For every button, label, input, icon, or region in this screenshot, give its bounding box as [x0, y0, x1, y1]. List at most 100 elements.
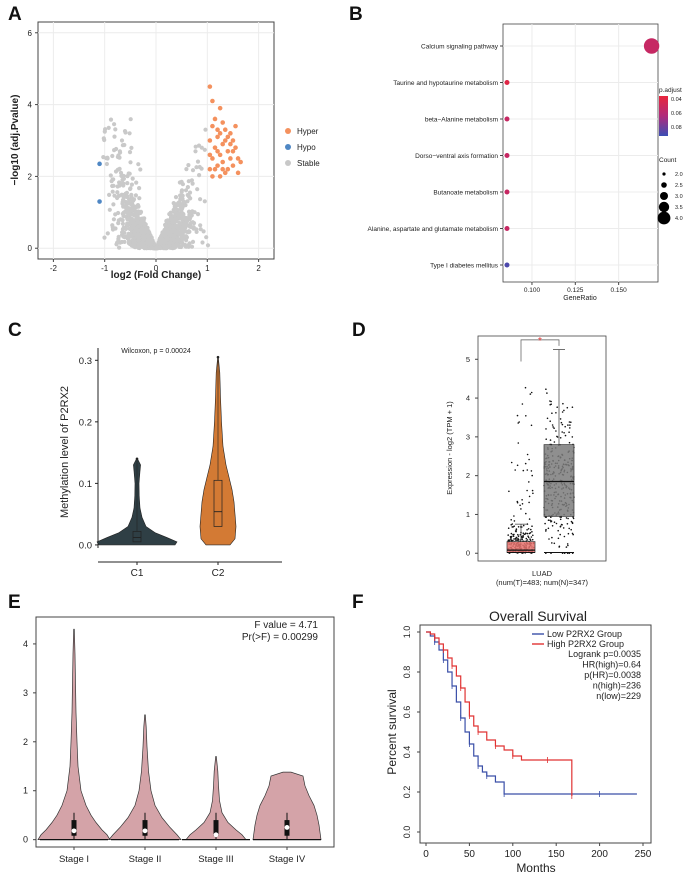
- panel-a-stable-point: [164, 218, 169, 223]
- panel-d-normal-point: [561, 423, 564, 426]
- panel-d-tumor-point: [530, 424, 533, 427]
- panel-a-stable-point: [116, 193, 121, 198]
- panel-d-ytick-label: 5: [466, 355, 470, 364]
- panel-a-stable-point: [165, 244, 170, 249]
- panel-d-normal-point: [566, 543, 569, 545]
- panel-a-hyper-point: [212, 145, 218, 150]
- panel-d-normal-point: [549, 519, 551, 522]
- panel-a-legend-swatch: [285, 128, 291, 134]
- panel-a-stable-point: [189, 244, 195, 249]
- panel-a-hyper-point: [222, 170, 228, 176]
- panel-d-tumor-point: [513, 520, 516, 522]
- panel-b-grid: [503, 24, 658, 282]
- panel-a-stable-point: [129, 192, 134, 197]
- panel-a-stable-point: [179, 189, 184, 194]
- panel-d-normal-point: [568, 441, 571, 444]
- panel-a-stable-point: [119, 138, 125, 143]
- panel-c-ytick-label: 0.3: [79, 356, 92, 367]
- panel-a-stable-point: [121, 197, 126, 202]
- panel-a-stable-point: [113, 226, 118, 231]
- panel-b-colorbar-title: p.adjust: [659, 87, 682, 94]
- panel-a-stable-point: [195, 159, 201, 164]
- panel-a-legend-label: Stable: [297, 159, 320, 168]
- panel-a-stable-point: [197, 173, 202, 178]
- panel-a-stable-point: [137, 186, 142, 191]
- panel-d-normal-point: [570, 528, 572, 531]
- panel-d-tumor-point: [531, 525, 533, 527]
- panel-d-tumor-point: [531, 531, 533, 533]
- panel-b-size-legend: 2.0 2.5 3.0 3.5 4.0: [657, 172, 683, 225]
- panel-a-stable-point: [129, 208, 135, 213]
- panel-f-km-plot: Overall Survival 0.0 0.2 0.4 0.6 0.8 1.0 0 50 1…: [385, 608, 652, 875]
- panel-a-hyper-point: [210, 156, 215, 161]
- panel-f-xlabel: Months: [516, 861, 555, 875]
- panel-b-category-label: Dorso−ventral axis formation: [415, 153, 498, 160]
- panel-a-stable-point: [184, 217, 189, 222]
- panel-d-tumor-point: [513, 533, 515, 536]
- panel-a-stable-point: [200, 240, 205, 245]
- panel-e-box: [71, 820, 77, 836]
- panel-b-colorbar-tick: 0.06: [671, 111, 682, 117]
- panel-d-ytick-label: 2: [466, 471, 470, 480]
- panel-a-stable-point: [186, 194, 191, 199]
- panel-a-stable-point: [154, 245, 159, 250]
- panel-f-ytick-label: 0.6: [402, 706, 412, 719]
- panel-b-colorbar: [659, 96, 668, 136]
- panel-d-tumor-point: [525, 537, 528, 540]
- panel-a-stable-point: [127, 131, 132, 136]
- panel-a-stable-point: [142, 216, 147, 221]
- panel-d-normal-point: [563, 535, 566, 538]
- panel-a-stable-point: [116, 234, 121, 239]
- panel-a-stable-point: [166, 237, 171, 242]
- panel-a-stable-point: [141, 227, 146, 232]
- panel-a-stable-point: [111, 202, 116, 207]
- panel-a-stable-point: [111, 183, 116, 188]
- panel-a-stable-point: [167, 223, 172, 228]
- panel-a-stable-point: [174, 230, 179, 235]
- panel-e-annotation-f: F value = 4.71: [254, 620, 318, 631]
- panel-label-b: B: [349, 4, 363, 25]
- panel-d-tumor-point: [530, 470, 533, 472]
- panel-b-dots: [504, 38, 660, 268]
- panel-d-normal-point: [545, 530, 547, 532]
- panel-a-stable-point: [168, 239, 173, 245]
- panel-d-tumor-point: [521, 503, 524, 505]
- panel-a-hypo-points: [97, 161, 102, 204]
- panel-d-tumor-point: [516, 464, 519, 467]
- panel-d-tumor-point: [507, 527, 510, 529]
- panel-a-stable-point: [202, 199, 207, 204]
- panel-a-stable-point: [102, 235, 107, 240]
- panel-d-tumor-point: [528, 518, 531, 520]
- panel-d-normal-point: [555, 430, 557, 432]
- panel-a-stable-point: [104, 161, 109, 167]
- panel-e-median-dot: [71, 828, 77, 834]
- panel-d-tumor-point: [507, 539, 510, 541]
- panel-d-normal-point: [548, 538, 550, 540]
- panel-d-normal-point: [562, 402, 564, 405]
- panel-c-violin: 0.00.10.20.3 Methylation level of P2RX2 …: [59, 348, 282, 579]
- panel-d-normal-point: [571, 532, 574, 535]
- panel-a-hyper-point: [210, 98, 215, 104]
- panel-d-normal-point: [549, 403, 551, 406]
- panel-d-normal-point: [559, 518, 562, 521]
- panel-a-stable-point: [125, 181, 130, 186]
- panel-f-xtick-label: 200: [591, 849, 608, 860]
- panel-f-ylabel: Percent survival: [385, 689, 399, 774]
- panel-d-normal-point: [559, 437, 562, 439]
- panel-b-colorbar-tick: 0.08: [671, 125, 682, 131]
- panel-a-stable-point: [137, 196, 142, 201]
- panel-b-category-label: Alanine, aspartate and glutamate metabol…: [368, 226, 498, 233]
- panel-a-hyper-point: [207, 138, 213, 143]
- panel-d-tumor-point: [526, 453, 529, 456]
- panel-d-normal-point: [547, 519, 550, 521]
- panel-d-ytick-label: 0: [466, 549, 470, 558]
- panel-d-tumor-point: [525, 512, 527, 515]
- panel-f-xtick-label: 50: [464, 849, 476, 860]
- panel-a-stable-point: [107, 192, 112, 197]
- panel-d-normal-point: [545, 528, 547, 531]
- panel-d-tumor-point: [529, 393, 532, 395]
- panel-a-stable-point: [172, 220, 177, 225]
- panel-d-normal-point: [566, 406, 569, 409]
- panel-a-stable-point: [125, 221, 130, 226]
- panel-a-stable-point: [173, 243, 178, 248]
